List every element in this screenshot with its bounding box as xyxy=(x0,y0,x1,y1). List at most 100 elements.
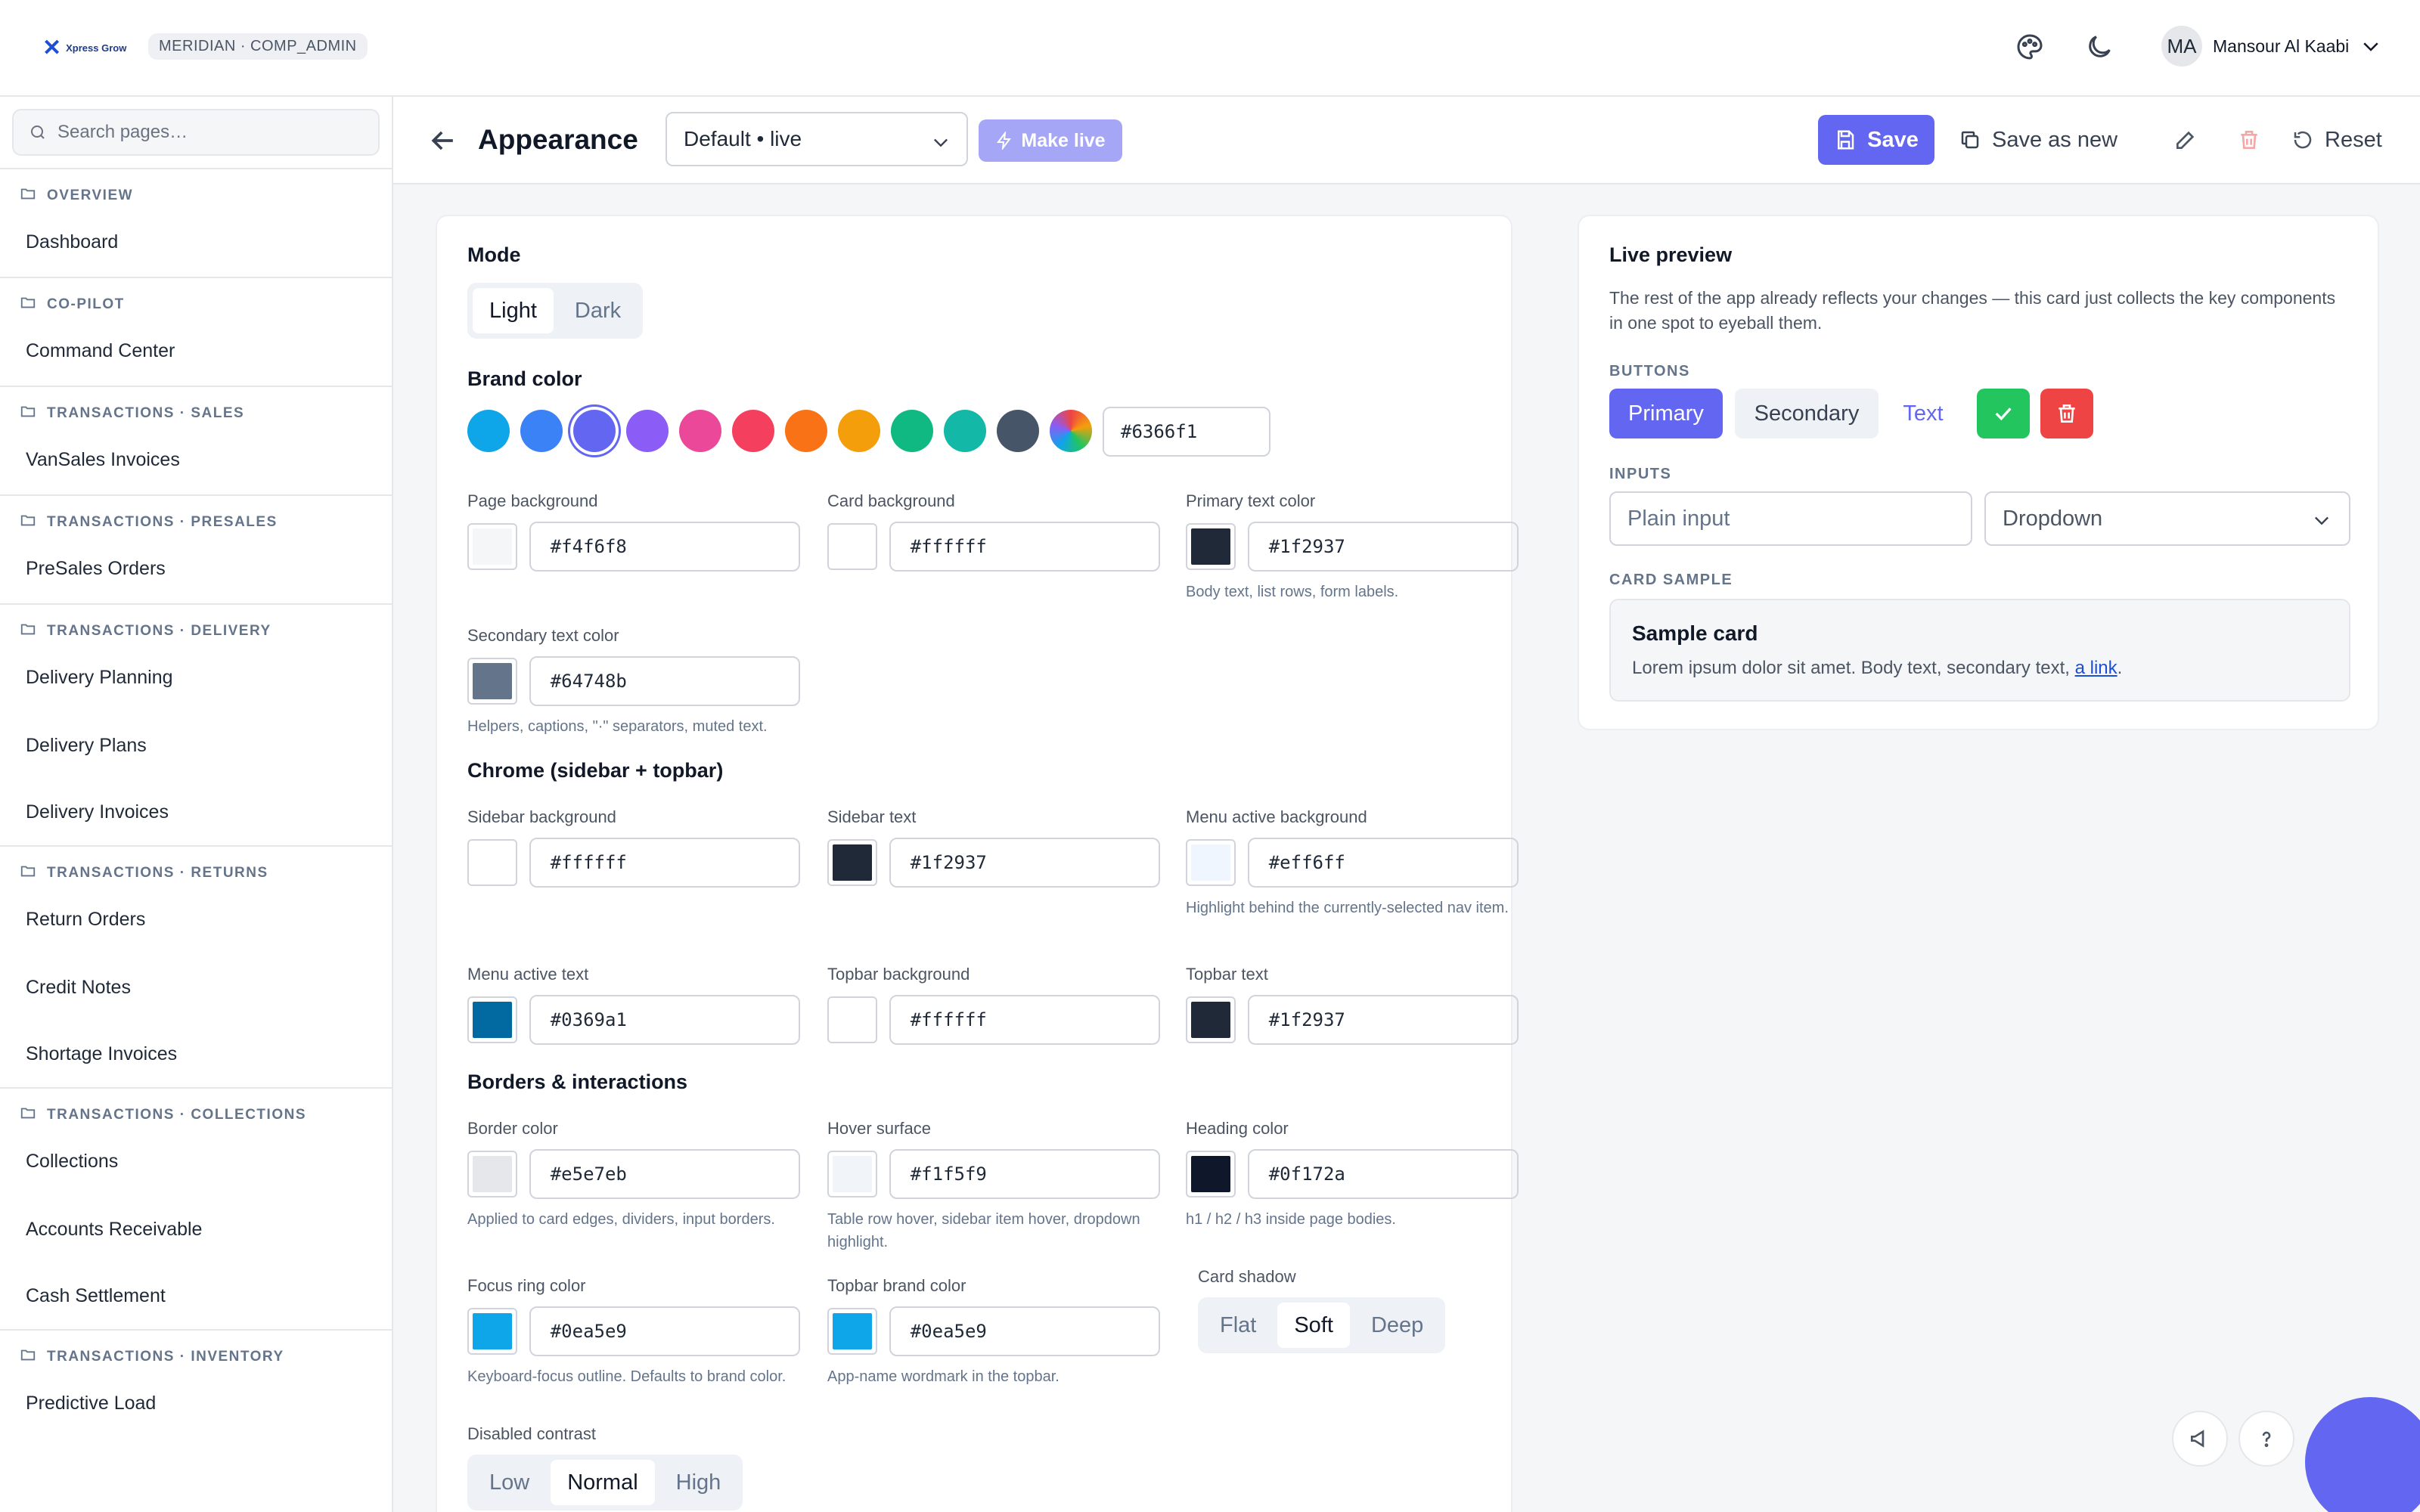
brand-swatch[interactable] xyxy=(679,410,721,452)
user-menu[interactable]: MA Mansour Al Kaabi xyxy=(2161,26,2382,67)
hex-input[interactable]: #eff6ff xyxy=(1247,838,1519,888)
save-as-new-button[interactable]: Save as new xyxy=(1959,115,2118,165)
brand-swatch[interactable] xyxy=(520,410,563,452)
sidebar-item-shortage-invoices[interactable]: Shortage Invoices xyxy=(26,1043,178,1064)
help-button[interactable] xyxy=(2238,1411,2294,1467)
sidebar-item-presales-orders[interactable]: PreSales Orders xyxy=(26,558,166,579)
shadow-flat-option[interactable]: Flat xyxy=(1220,1312,1257,1337)
preview-success-button[interactable] xyxy=(1977,389,2030,438)
preview-plain-input[interactable]: Plain input xyxy=(1609,491,1972,546)
color-swatch-fill xyxy=(1191,1156,1230,1192)
color-swatch-fill xyxy=(473,844,512,881)
hex-input[interactable]: #1f2937 xyxy=(1247,522,1519,572)
preview-dropdown[interactable]: Dropdown xyxy=(1984,491,2350,546)
preview-secondary-button[interactable]: Secondary xyxy=(1735,389,1879,438)
brand-swatch[interactable] xyxy=(732,410,774,452)
custom-color-swatch[interactable] xyxy=(1050,410,1092,452)
sidebar-item-collections[interactable]: Collections xyxy=(26,1151,119,1172)
field-page-bg: Page background #f4f6f8 xyxy=(467,491,800,572)
color-swatch-button[interactable] xyxy=(827,1151,877,1198)
sidebar-item-delivery-plans[interactable]: Delivery Plans xyxy=(26,734,147,756)
contrast-high-option[interactable]: High xyxy=(675,1470,721,1495)
reset-button[interactable]: Reset xyxy=(2291,115,2382,165)
sidebar-item-delivery-planning[interactable]: Delivery Planning xyxy=(26,667,173,688)
shadow-soft-option[interactable]: Soft xyxy=(1277,1303,1350,1348)
sidebar-item-predictive-load[interactable]: Predictive Load xyxy=(26,1393,157,1414)
sample-link[interactable]: a link xyxy=(2074,658,2118,678)
preview-primary-button[interactable]: Primary xyxy=(1609,389,1723,438)
color-swatch-button[interactable] xyxy=(467,523,517,570)
back-arrow-icon[interactable] xyxy=(427,124,460,157)
hex-input[interactable]: #ffffff xyxy=(529,838,800,888)
make-live-button[interactable]: Make live xyxy=(979,119,1122,162)
color-swatch-button[interactable] xyxy=(827,523,877,570)
hex-input[interactable]: #0ea5e9 xyxy=(529,1306,800,1356)
color-swatch-button[interactable] xyxy=(467,1151,517,1198)
pencil-icon[interactable] xyxy=(2173,115,2198,165)
theme-select[interactable]: Default • live xyxy=(666,112,968,166)
sidebar-item-accounts-receivable[interactable]: Accounts Receivable xyxy=(26,1218,203,1240)
nav-section-title: CO-PILOT xyxy=(47,296,125,312)
nav-section-header: TRANSACTIONS · PRESALES xyxy=(0,496,392,549)
brand-swatch[interactable] xyxy=(573,410,616,452)
hex-input[interactable]: #0ea5e9 xyxy=(889,1306,1160,1356)
hex-input[interactable]: #1f2937 xyxy=(889,838,1160,888)
color-swatch-button[interactable] xyxy=(467,996,517,1043)
color-swatch-button[interactable] xyxy=(1186,1151,1236,1198)
color-swatch-button[interactable] xyxy=(467,1308,517,1355)
brand-swatch[interactable] xyxy=(944,410,986,452)
nav-section: TRANSACTIONS · SALES VanSales Invoices xyxy=(0,386,392,494)
mode-light-option[interactable]: Light xyxy=(473,288,554,333)
folder-icon xyxy=(20,1105,36,1126)
preview-delete-button[interactable] xyxy=(2040,389,2093,438)
sidebar-item-delivery-invoices[interactable]: Delivery Invoices xyxy=(26,801,169,823)
color-swatch-button[interactable] xyxy=(1186,523,1236,570)
hex-input[interactable]: #0369a1 xyxy=(529,995,800,1045)
hex-input[interactable]: #f4f6f8 xyxy=(529,522,800,572)
sidebar-item-credit-notes[interactable]: Credit Notes xyxy=(26,976,131,998)
hex-input[interactable]: #f1f5f9 xyxy=(889,1149,1160,1199)
check-icon xyxy=(1995,407,2012,421)
brand-swatch[interactable] xyxy=(838,410,880,452)
color-swatch-button[interactable] xyxy=(1186,996,1236,1043)
sidebar-item-command-center[interactable]: Command Center xyxy=(26,340,175,361)
hex-input[interactable]: #ffffff xyxy=(889,995,1160,1045)
hex-input[interactable]: #0f172a xyxy=(1247,1149,1519,1199)
moon-icon[interactable] xyxy=(2084,32,2114,62)
brand-swatch[interactable] xyxy=(997,410,1039,452)
shadow-deep-option[interactable]: Deep xyxy=(1370,1312,1424,1337)
save-button[interactable]: Save xyxy=(1818,115,1934,165)
trash-icon[interactable] xyxy=(2237,115,2261,165)
field-topbar-brand: Topbar brand color #0ea5e9 App-name wordma… xyxy=(827,1276,1160,1388)
sidebar-item-return-orders[interactable]: Return Orders xyxy=(26,909,146,930)
sidebar-item-vansales-invoices[interactable]: VanSales Invoices xyxy=(26,449,180,470)
mode-dark-option[interactable]: Dark xyxy=(574,298,622,323)
search-input[interactable] xyxy=(57,122,360,143)
color-swatch-button[interactable] xyxy=(827,839,877,886)
hex-input[interactable]: #ffffff xyxy=(889,522,1160,572)
color-swatch-button[interactable] xyxy=(827,996,877,1043)
brand-swatch[interactable] xyxy=(891,410,933,452)
palette-icon[interactable] xyxy=(2015,32,2045,62)
hex-input[interactable]: #e5e7eb xyxy=(529,1149,800,1199)
preview-text-button[interactable]: Text xyxy=(1903,401,1944,426)
assistant-fab[interactable] xyxy=(2305,1397,2420,1512)
brand-swatch[interactable] xyxy=(626,410,669,452)
brand-swatch[interactable] xyxy=(785,410,827,452)
sidebar-item-cash-settlement[interactable]: Cash Settlement xyxy=(26,1284,166,1306)
color-swatch-button[interactable] xyxy=(467,658,517,705)
app-logo[interactable]: ✕ Xpress Grow xyxy=(42,35,126,61)
appearance-settings-card: Mode Light Dark Brand color #6366f1 Chro… xyxy=(436,215,1519,1512)
hex-input[interactable]: #64748b xyxy=(529,656,800,706)
color-swatch-button[interactable] xyxy=(467,839,517,886)
contrast-low-option[interactable]: Low xyxy=(489,1470,530,1495)
contrast-normal-option[interactable]: Normal xyxy=(551,1460,655,1505)
brand-hex-input[interactable]: #6366f1 xyxy=(1103,407,1270,457)
color-swatch-button[interactable] xyxy=(827,1308,877,1355)
color-swatch-button[interactable] xyxy=(1186,839,1236,886)
brand-swatch[interactable] xyxy=(467,410,510,452)
hex-input[interactable]: #1f2937 xyxy=(1247,995,1519,1045)
announcement-button[interactable] xyxy=(2172,1411,2228,1467)
color-swatch-fill xyxy=(833,528,872,565)
sidebar-item-dashboard[interactable]: Dashboard xyxy=(26,231,119,253)
